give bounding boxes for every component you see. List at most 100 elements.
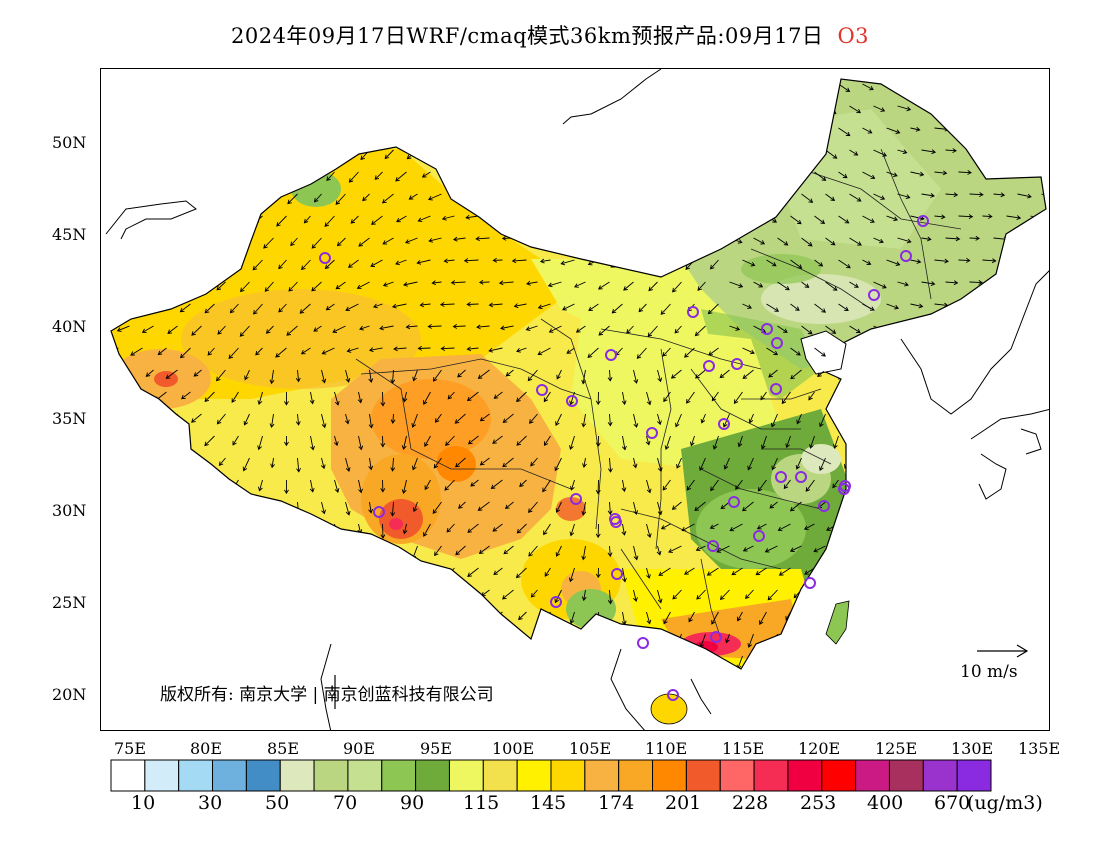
wind-arrow: [493, 391, 503, 399]
wind-arrow: [657, 678, 661, 688]
wind-arrow: [803, 523, 815, 530]
legend-swatch: [922, 759, 958, 792]
wind-arrow: [790, 259, 803, 269]
wind-arrow: [337, 105, 346, 114]
wind-arrow: [205, 523, 215, 534]
wind-arrow: [295, 413, 301, 426]
wind-arrow: [753, 105, 764, 112]
wind-arrow: [742, 347, 755, 355]
wind-arrow: [513, 303, 527, 309]
wind-arrow: [1011, 633, 1018, 648]
wind-arrow: [621, 149, 634, 155]
wind-arrow: [764, 545, 778, 553]
wind-arrow: [157, 611, 167, 620]
wind-arrow: [168, 457, 178, 465]
wind-arrow: [915, 413, 922, 427]
wind-arrow: [500, 325, 514, 331]
wind-arrow: [555, 413, 562, 426]
wind-arrow: [345, 589, 351, 604]
wind-arrow: [522, 236, 538, 242]
wind-arrow: [588, 125, 599, 131]
wind-arrow: [118, 148, 130, 153]
wind-arrow: [729, 149, 743, 156]
wind-arrow: [155, 170, 167, 176]
wind-arrow: [969, 103, 981, 109]
legend-swatch: [821, 759, 857, 792]
wind-arrow: [420, 83, 431, 95]
wind-arrow: [111, 567, 119, 581]
wind-arrow: [154, 567, 167, 578]
wind-arrow: [179, 347, 191, 359]
wind-arrow: [962, 457, 970, 472]
wind-arrow: [731, 567, 743, 576]
wind-arrow: [1017, 237, 1029, 242]
wind-arrow: [370, 259, 383, 267]
wind-arrow: [275, 347, 287, 358]
wind-arrow: [729, 193, 739, 199]
wind-arrow: [901, 479, 911, 492]
x-label-80e: 80E: [190, 739, 223, 758]
wind-arrow: [243, 633, 250, 647]
wind-arrow: [778, 567, 791, 576]
wind-arrow: [581, 501, 587, 516]
wind-arrow: [934, 302, 949, 308]
wind-arrow: [742, 215, 756, 223]
x-label-105e: 105E: [569, 739, 612, 758]
wind-arrow: [290, 237, 298, 247]
y-label-25n: 25N: [52, 593, 87, 612]
wind-arrow: [862, 347, 876, 356]
wind-arrow: [380, 655, 386, 669]
wind-arrow: [288, 105, 298, 112]
wind-arrow: [121, 545, 130, 557]
wind-arrow: [163, 103, 178, 109]
wind-arrow: [134, 391, 143, 400]
wind-arrow: [457, 369, 466, 378]
wind-arrow: [898, 523, 911, 531]
wind-arrow: [873, 237, 884, 244]
wind-arrow: [700, 678, 706, 688]
monitoring-site-marker: [917, 215, 929, 227]
china-outline: [110, 78, 1047, 670]
legend-tick-10: 10: [131, 792, 156, 814]
wind-arrow: [884, 545, 898, 553]
wind-arrow: [910, 171, 925, 177]
wind-arrow: [1021, 523, 1031, 530]
wind-arrow: [729, 523, 743, 532]
wind-arrow: [243, 413, 250, 426]
wind-arrow: [928, 611, 935, 624]
wind-arrow: [607, 413, 613, 427]
wind-arrow: [789, 501, 802, 512]
wind-arrow: [455, 545, 466, 556]
wind-arrow: [523, 191, 538, 197]
wind-arrow: [886, 303, 900, 310]
wind-arrow: [863, 589, 874, 601]
wind-arrow: [542, 479, 551, 493]
wind-arrow: [257, 391, 263, 406]
legend-swatch: [753, 759, 789, 792]
wind-arrow: [1034, 413, 1042, 428]
monitoring-site-marker: [753, 530, 765, 542]
wind-arrow: [838, 369, 850, 380]
wind-arrow: [897, 149, 908, 155]
wind-arrow: [742, 259, 756, 267]
y-label-50n: 50N: [52, 133, 87, 152]
wind-arrow: [229, 303, 239, 314]
wind-arrow: [886, 259, 901, 266]
wind-arrow: [952, 655, 959, 669]
wind-arrow: [733, 391, 743, 405]
wind-arrow: [982, 369, 994, 379]
wind-arrow: [675, 413, 682, 428]
wind-arrow: [334, 655, 340, 669]
wind-arrow: [1030, 127, 1045, 134]
wind-arrow: [488, 347, 503, 353]
wind-arrow: [295, 545, 301, 557]
wind-arrow: [401, 567, 407, 582]
wind-arrow: [390, 589, 396, 603]
wind-arrow: [554, 457, 562, 472]
wind-arrow: [838, 171, 848, 179]
wind-arrow: [993, 104, 1009, 110]
legend-tick-115: 115: [463, 792, 500, 814]
wind-arrow: [452, 236, 466, 242]
wind-arrow: [729, 281, 744, 288]
wind-arrow: [881, 655, 887, 668]
